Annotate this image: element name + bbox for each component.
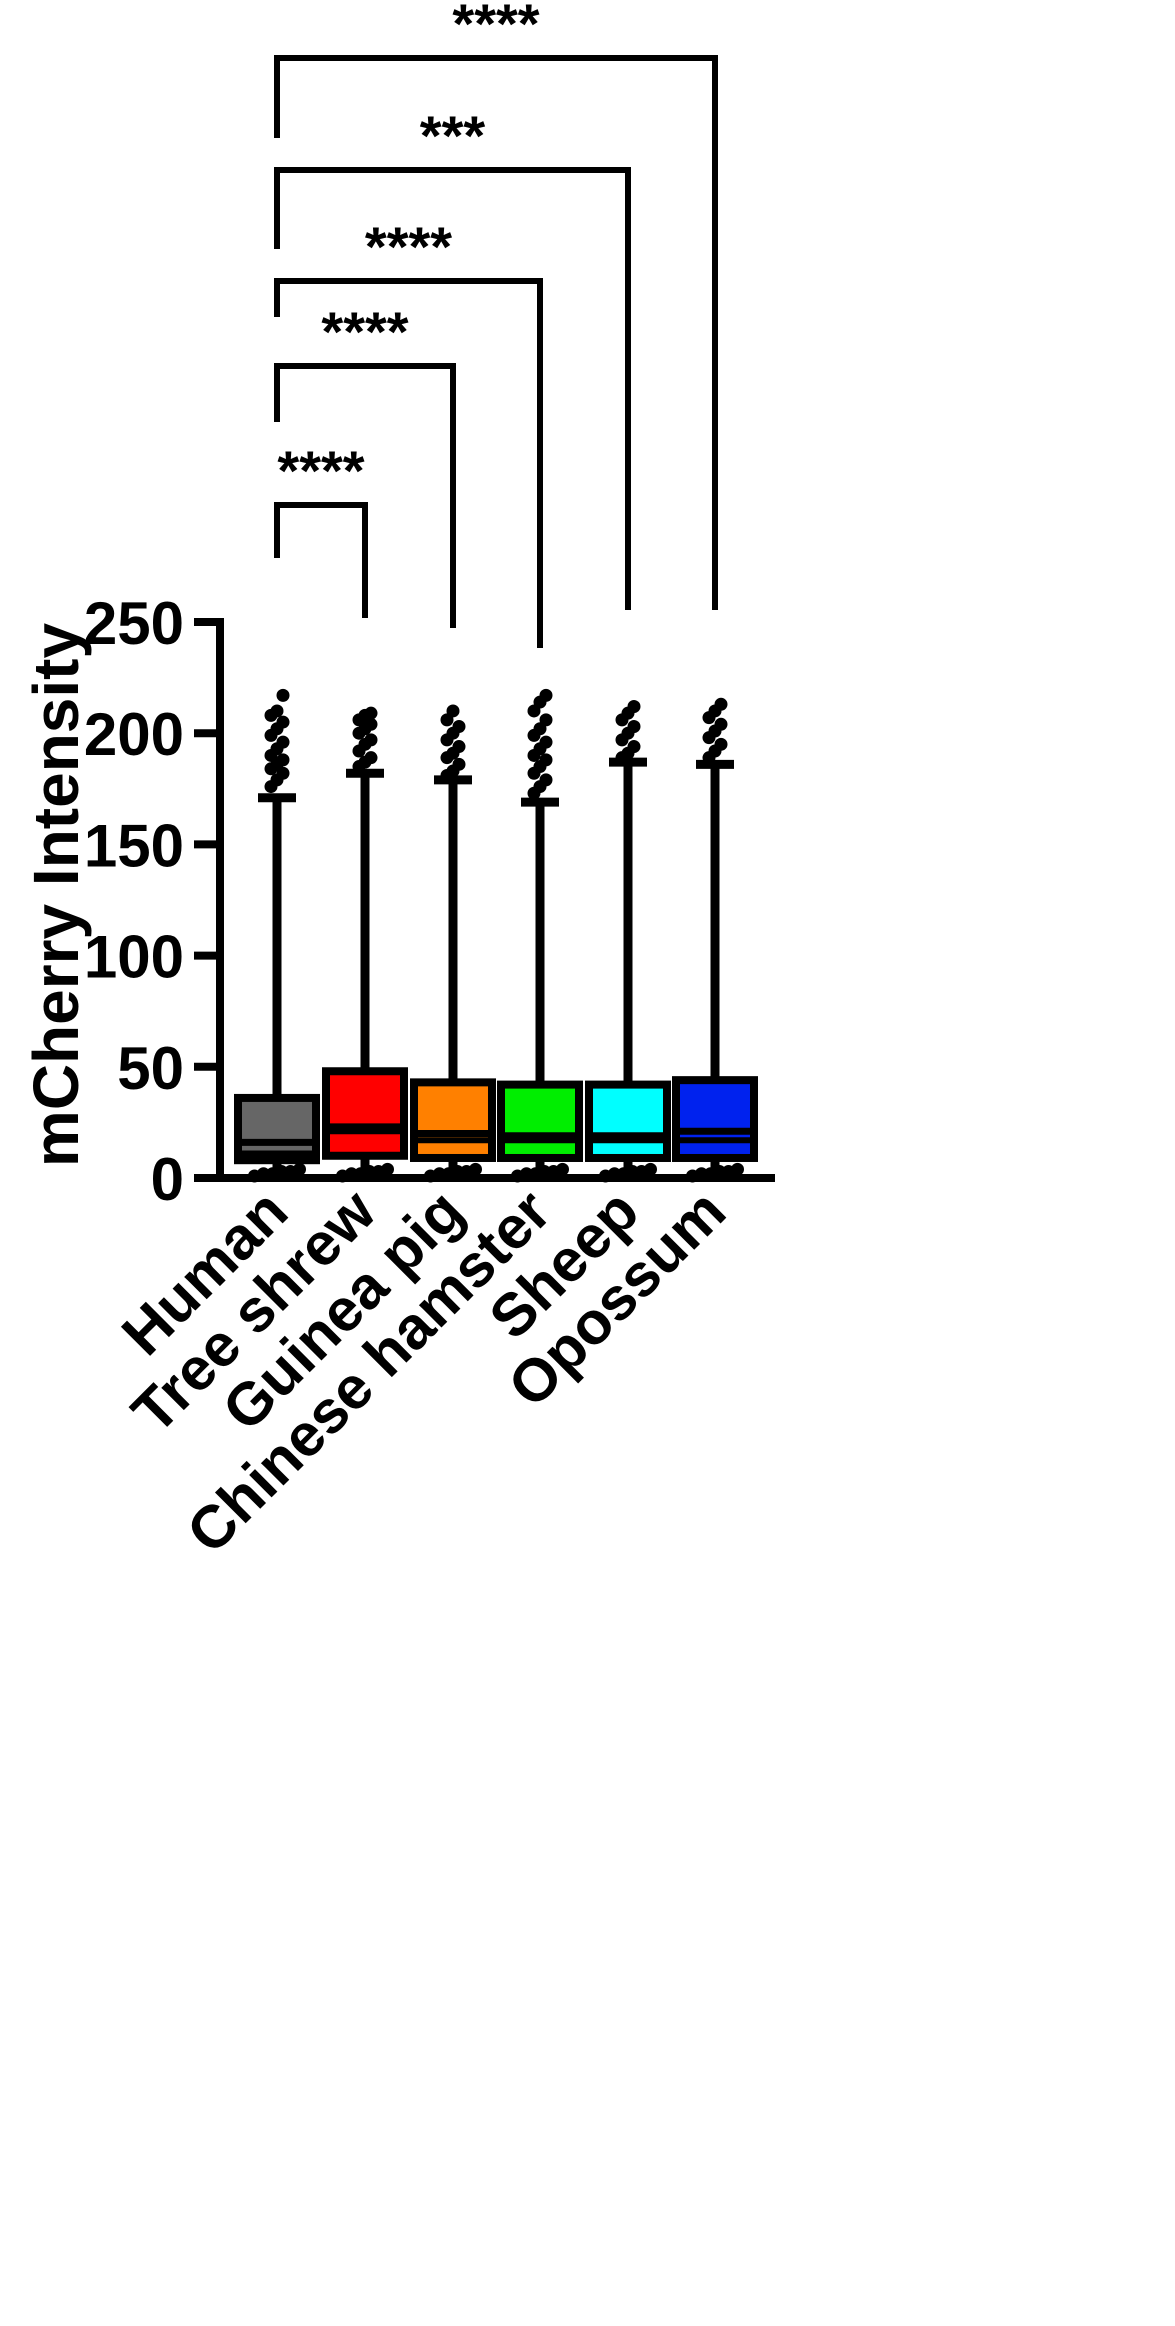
outlier-point <box>627 700 641 714</box>
y-axis: 0 50 100 150 200 250 <box>84 590 775 1213</box>
comparison-bracket: **** <box>274 300 456 628</box>
bracket-line <box>274 55 718 610</box>
outlier-point <box>695 1167 708 1181</box>
y-tick-label: 250 <box>84 590 184 657</box>
y-tick-label: 0 <box>151 1146 184 1213</box>
outlier-point <box>276 735 290 749</box>
outlier-point <box>446 704 460 718</box>
bracket-line <box>274 502 368 618</box>
outlier-point <box>452 757 466 771</box>
outlier-point <box>714 737 728 751</box>
outlier-point <box>276 688 290 702</box>
outlier-point <box>556 1162 569 1176</box>
outlier-point <box>627 720 641 734</box>
y-tick-label: 200 <box>84 701 184 768</box>
outlier-point <box>257 1167 270 1181</box>
outlier-point <box>276 753 290 767</box>
y-tick-label: 150 <box>84 812 184 879</box>
bracket-line <box>274 278 543 648</box>
boxes <box>234 688 758 1183</box>
y-tick-label: 50 <box>117 1035 184 1102</box>
box-iqr <box>322 1067 408 1160</box>
significance-label: **** <box>321 300 408 363</box>
comparison-brackets: ******************* <box>274 0 718 648</box>
outlier-point <box>539 753 553 767</box>
outlier-point <box>452 720 466 734</box>
outlier-point <box>608 1167 621 1181</box>
comparison-bracket: **** <box>274 215 543 648</box>
comparison-bracket: **** <box>274 0 718 610</box>
box-iqr <box>672 1076 758 1162</box>
box-sheep <box>585 700 671 1183</box>
outlier-point <box>452 740 466 754</box>
outlier-point <box>539 713 553 727</box>
significance-label: **** <box>452 0 539 55</box>
y-tick-label: 100 <box>84 924 184 991</box>
significance-label: *** <box>420 104 486 167</box>
outlier-point <box>270 704 284 718</box>
bracket-line <box>274 363 456 628</box>
outlier-point <box>276 715 290 729</box>
box-opossum <box>672 697 758 1183</box>
outlier-point <box>364 706 378 720</box>
outlier-point <box>539 735 553 749</box>
outlier-point <box>539 688 553 702</box>
outlier-point <box>469 1162 482 1176</box>
box-chinese-hamster <box>497 688 583 1183</box>
box-guinea-pig <box>410 704 496 1183</box>
box-iqr <box>410 1078 496 1162</box>
bracket-line <box>274 167 631 610</box>
outlier-point <box>364 751 378 765</box>
box-tree-shrew <box>322 706 408 1183</box>
outlier-point <box>293 1162 306 1176</box>
comparison-bracket: *** <box>274 104 631 610</box>
outlier-point <box>345 1167 358 1181</box>
y-axis-label: mCherry Intensity <box>20 623 92 1168</box>
box-iqr <box>585 1080 671 1162</box>
box-human <box>234 688 320 1183</box>
outlier-point <box>627 740 641 754</box>
outlier-point <box>731 1162 744 1176</box>
outlier-point <box>520 1167 533 1181</box>
significance-label: **** <box>365 215 452 278</box>
box-iqr <box>497 1080 583 1162</box>
outlier-point <box>644 1162 657 1176</box>
outlier-point <box>364 733 378 747</box>
outlier-point <box>433 1167 446 1181</box>
comparison-bracket: **** <box>274 439 368 618</box>
significance-label: **** <box>277 439 364 502</box>
outlier-point <box>714 697 728 711</box>
outlier-point <box>381 1162 394 1176</box>
outlier-point <box>539 773 553 787</box>
outlier-point <box>714 717 728 731</box>
